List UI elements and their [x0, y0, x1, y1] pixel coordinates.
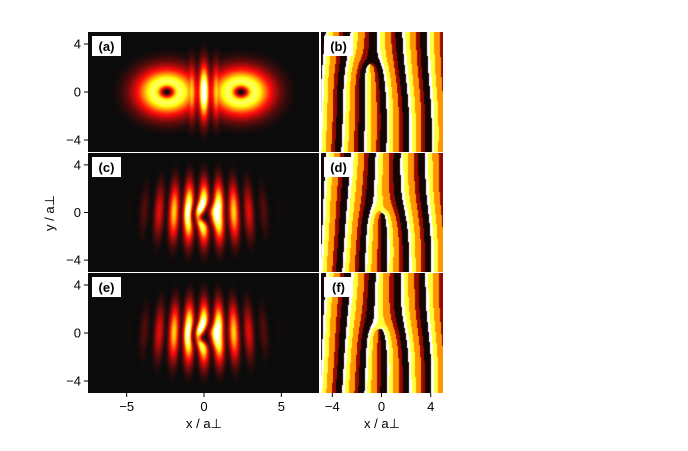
panel-label-bg: [324, 36, 353, 56]
panel-label: (e): [99, 280, 115, 295]
panel-label-bg: [92, 36, 121, 56]
x-axis-label-right: x / a⊥: [364, 416, 400, 431]
y-tick-label: 0: [74, 205, 81, 220]
y-tick-label: 4: [74, 157, 81, 172]
panel-label-bg: [92, 277, 121, 297]
y-tick-label: 0: [74, 85, 81, 100]
panels-group: (a) (b) (c) (d) (e) (f): [88, 32, 443, 393]
y-tick-label: 0: [74, 326, 81, 341]
axes-group: 4 0 −4 4 0 −4 4 0 −4 −5 0 5 −4 0 4: [66, 32, 443, 414]
panel-label: (c): [99, 160, 115, 175]
y-tick-label: −4: [66, 253, 81, 268]
y-tick-label: −4: [66, 133, 81, 148]
panel-image-a: [88, 32, 320, 152]
x-tick-label: 5: [278, 399, 285, 414]
y-tick-label: 4: [74, 37, 81, 52]
x-tick-label: 0: [200, 399, 207, 414]
x-tick-label: 0: [378, 399, 385, 414]
panel-label: (a): [99, 39, 115, 54]
panel-label: (b): [330, 39, 347, 54]
x-tick-label: −5: [119, 399, 134, 414]
x-axis-label-left: x / a⊥: [186, 416, 222, 431]
x-tick-label: −4: [325, 399, 340, 414]
y-tick-label: −4: [66, 374, 81, 389]
x-tick-label: 4: [427, 399, 434, 414]
panel-label-bg: [92, 157, 121, 177]
panel-image-c: [88, 153, 320, 272]
y-tick-label: 4: [74, 278, 81, 293]
panel-label: (f): [332, 280, 345, 295]
panel-label-bg: [324, 157, 353, 177]
panel-image-e: [88, 273, 320, 393]
panel-label-bg: [324, 277, 353, 297]
y-axis-label: y / a⊥: [42, 195, 57, 231]
panel-label: (d): [330, 160, 347, 175]
